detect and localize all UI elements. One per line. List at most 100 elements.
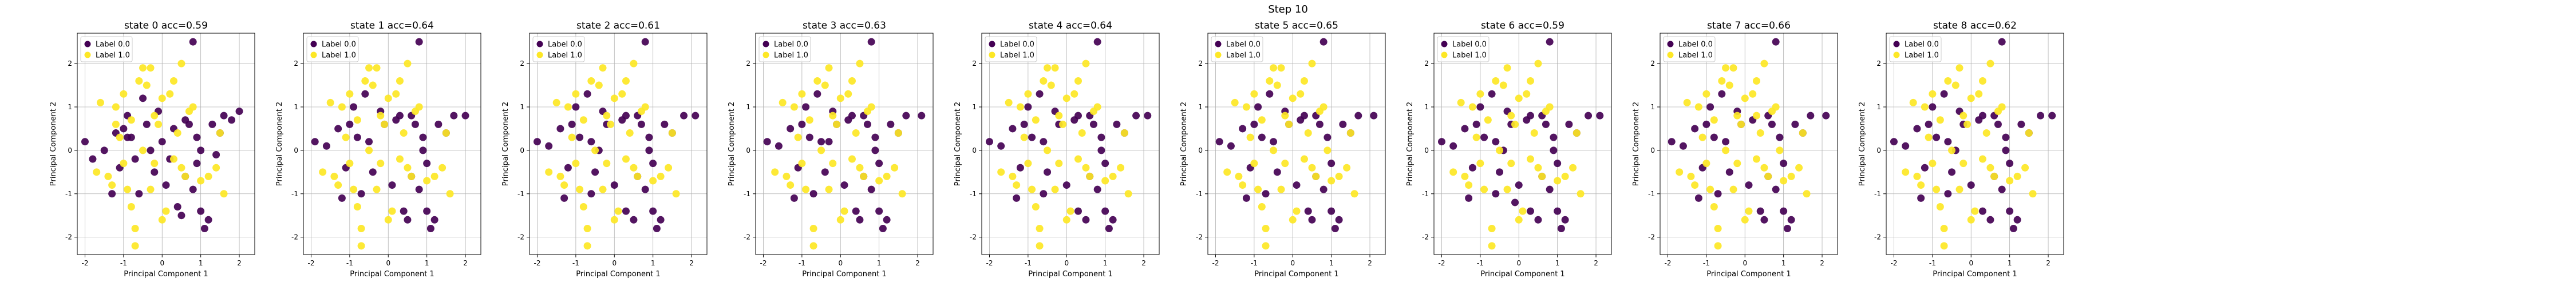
x-tick-label: -1 [120, 259, 127, 267]
y-axis-label: Principal Component 2 [1406, 102, 1415, 186]
point-label-0 [545, 142, 553, 150]
y-tick-label: 1 [972, 103, 977, 111]
point-label-1 [124, 185, 132, 193]
point-label-1 [197, 177, 205, 185]
point-label-0 [641, 185, 649, 193]
legend-label-0: Label 0.0 [1678, 41, 1713, 49]
y-tick-label: 0 [1198, 146, 1203, 154]
point-label-1 [848, 155, 856, 163]
point-label-0 [1354, 112, 1362, 120]
point-label-1 [1059, 120, 1067, 128]
legend-marker-0 [1441, 41, 1448, 47]
point-label-0 [902, 112, 910, 120]
legend: Label 0.0 Label 1.0 [1663, 36, 1716, 62]
point-label-1 [120, 160, 128, 168]
x-tick-label: -1 [1929, 259, 1936, 267]
point-label-1 [1982, 129, 1990, 137]
point-label-1 [1925, 133, 1933, 141]
y-tick-label: 0 [746, 146, 750, 154]
point-label-0 [173, 203, 181, 211]
point-label-0 [637, 120, 645, 128]
point-label-0 [817, 138, 825, 146]
x-tick-label: -2 [986, 259, 993, 267]
x-tick-label: 0 [612, 259, 617, 267]
point-label-1 [1327, 177, 1336, 185]
point-label-1 [1729, 185, 1737, 193]
point-label-1 [1534, 164, 1542, 172]
point-label-0 [185, 120, 193, 128]
point-label-1 [1503, 64, 1511, 72]
point-label-0 [1097, 146, 1105, 154]
point-label-1 [1710, 203, 1718, 211]
point-label-0 [426, 224, 434, 232]
point-label-0 [1262, 190, 1270, 198]
x-axis-label: Principal Component 1 [350, 270, 434, 279]
point-label-0 [1304, 207, 1312, 215]
point-label-0 [1554, 160, 1562, 168]
legend-marker-1 [1893, 51, 1900, 58]
y-tick-label: -1 [291, 190, 298, 198]
point-label-0 [1772, 38, 1780, 46]
point-label-0 [1921, 164, 1929, 172]
point-label-1 [384, 94, 392, 102]
point-label-1 [357, 242, 365, 250]
point-label-0 [365, 138, 373, 146]
point-label-1 [1258, 203, 1266, 211]
point-label-1 [1530, 129, 1538, 137]
point-label-1 [319, 168, 327, 176]
point-label-1 [2029, 190, 2037, 198]
y-tick-label: -2 [65, 233, 72, 241]
x-axis-label: Principal Component 1 [1706, 270, 1791, 279]
point-label-1 [1955, 64, 1963, 72]
x-tick-label: -2 [534, 259, 540, 267]
point-label-1 [1051, 185, 1059, 193]
point-label-1 [1488, 242, 1496, 250]
point-label-1 [1752, 112, 1760, 120]
point-label-0 [809, 190, 817, 198]
point-label-0 [560, 194, 568, 202]
point-label-1 [1293, 207, 1301, 215]
legend-frame [1889, 36, 1942, 62]
point-label-0 [2037, 112, 2045, 120]
point-label-1 [771, 168, 779, 176]
point-label-1 [177, 164, 185, 172]
point-label-1 [560, 181, 568, 189]
point-label-1 [618, 90, 626, 98]
x-tick-label: 1 [425, 259, 429, 267]
point-label-0 [798, 120, 806, 128]
point-label-0 [1550, 133, 1558, 141]
point-label-0 [193, 160, 201, 168]
point-label-1 [1078, 129, 1086, 137]
point-label-1 [1752, 77, 1760, 85]
point-label-1 [162, 207, 170, 215]
point-label-0 [1062, 181, 1070, 189]
scatter-panel-6: -2 -1 0 1 2 -2 -1 0 1 2 state 6 acc=0.59 Principal … [1406, 20, 1612, 279]
point-label-0 [1319, 38, 1327, 46]
point-label-1 [787, 181, 795, 189]
point-label-1 [809, 224, 817, 232]
subplot-title: state 3 acc=0.63 [803, 20, 886, 31]
point-label-1 [1270, 146, 1278, 154]
point-label-0 [1327, 160, 1336, 168]
legend-marker-1 [84, 51, 91, 58]
point-label-0 [763, 138, 771, 146]
point-label-0 [388, 181, 396, 189]
point-label-0 [1702, 120, 1710, 128]
point-label-1 [147, 64, 155, 72]
point-label-1 [626, 129, 634, 137]
point-label-1 [1714, 224, 1722, 232]
point-label-0 [350, 103, 358, 111]
y-tick-label: -1 [517, 190, 524, 198]
point-label-1 [120, 90, 128, 98]
point-label-1 [1051, 64, 1059, 72]
point-label-1 [1741, 94, 1749, 102]
point-label-0 [1998, 185, 2006, 193]
point-label-1 [158, 94, 166, 102]
point-label-0 [1760, 216, 1768, 224]
point-label-1 [1005, 98, 1013, 106]
point-label-0 [887, 120, 895, 128]
point-label-0 [1526, 207, 1534, 215]
point-label-0 [1526, 112, 1534, 120]
point-label-0 [2002, 133, 2010, 141]
point-label-1 [1706, 185, 1714, 193]
